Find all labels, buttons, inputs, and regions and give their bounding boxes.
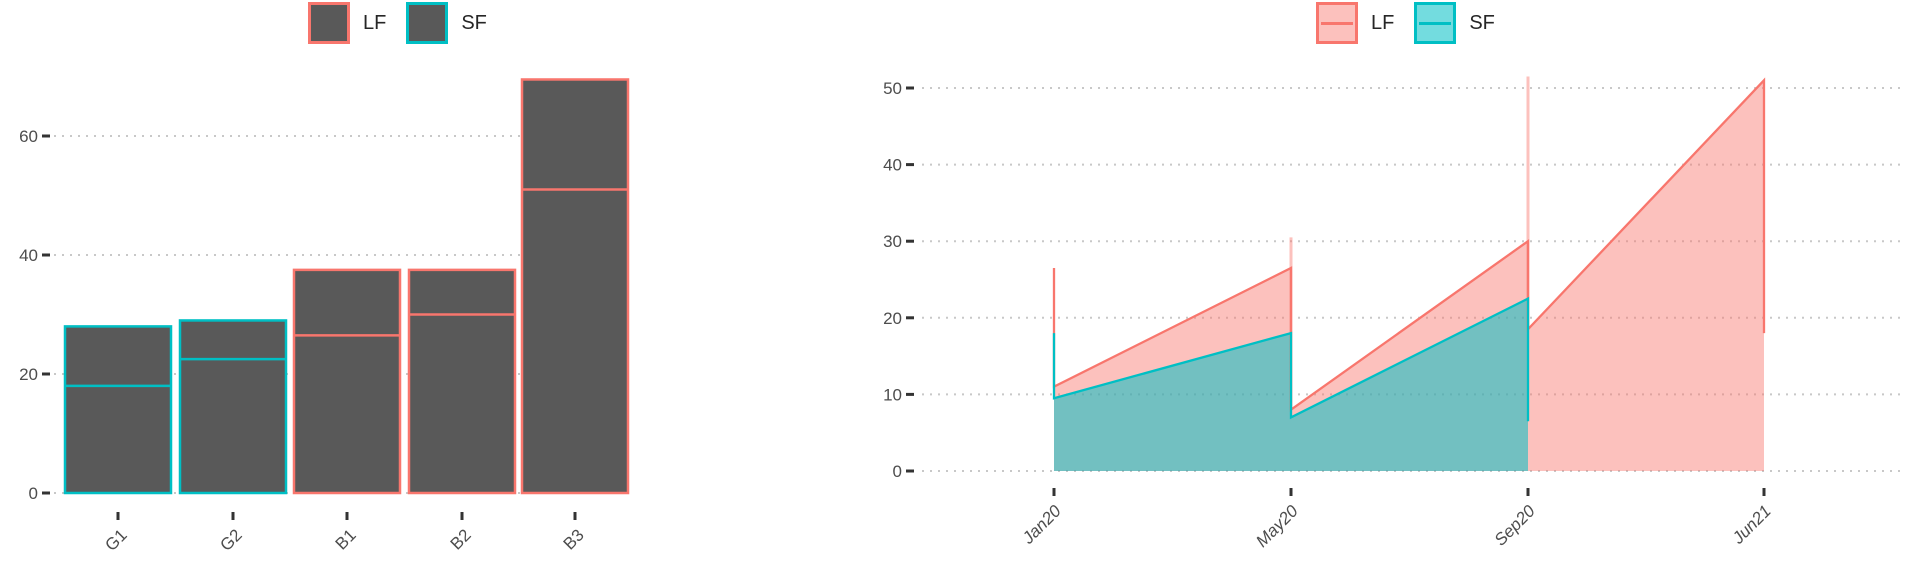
- x-tick-label: Jan20: [1018, 501, 1065, 548]
- y-tick-label: 0: [893, 462, 902, 481]
- legend-item-sf: SF: [406, 2, 487, 44]
- area-line-LF: [1052, 77, 1766, 412]
- legend-item-lf: LF: [1316, 2, 1394, 44]
- y-tick-label: 10: [883, 385, 902, 404]
- legend-key-line: [1321, 21, 1353, 25]
- y-tick-label: 20: [19, 365, 38, 384]
- x-tick-label: Jun21: [1728, 501, 1775, 548]
- y-tick-label: 40: [19, 246, 38, 265]
- legend-key-sf: [406, 2, 449, 44]
- bar-chart: 0 20 40 60 G1 G2 B1 B2 B3: [19, 78, 630, 555]
- y-tick-label: 60: [19, 127, 38, 146]
- x-tick-label: G1: [101, 525, 130, 554]
- legend-label-lf: LF: [1371, 12, 1395, 34]
- x-tick-label: B2: [447, 525, 475, 553]
- y-tick-label: 50: [883, 79, 902, 98]
- legend-key-lf: [308, 2, 350, 44]
- x-tick-label: Sep20: [1491, 501, 1540, 550]
- bar-G1: [63, 325, 173, 495]
- y-tick-label: 0: [29, 484, 38, 503]
- legend-label-lf: LF: [363, 12, 387, 34]
- area-line-SF: [1052, 296, 1530, 422]
- y-tick-label: 30: [883, 232, 902, 251]
- bar-chart-legend: LF SF: [308, 2, 487, 44]
- x-tick-label: B3: [560, 525, 588, 553]
- bar-B3: [520, 78, 630, 495]
- bar-B1: [292, 268, 402, 495]
- legend-label-sf: SF: [1469, 12, 1495, 34]
- area-chart-legend: LF SF: [1316, 2, 1495, 44]
- legend-item-sf: SF: [1414, 2, 1495, 44]
- x-tick-label: May20: [1252, 501, 1302, 551]
- legend-key-line: [1419, 21, 1452, 25]
- legend-label-sf: SF: [461, 12, 487, 34]
- legend-key-lf: [1316, 2, 1358, 44]
- x-tick-label: G2: [216, 525, 245, 554]
- legend-key-sf: [1414, 2, 1457, 44]
- area-chart: 0 10 20 30 40 50 Jan20 May20 Sep20 Jun21: [883, 76, 1905, 551]
- bar-G2: [178, 319, 288, 495]
- legend-item-lf: LF: [308, 2, 386, 44]
- bar-B2: [407, 268, 517, 495]
- y-tick-label: 20: [883, 309, 902, 328]
- y-tick-label: 40: [883, 156, 902, 175]
- x-tick-label: B1: [332, 525, 360, 553]
